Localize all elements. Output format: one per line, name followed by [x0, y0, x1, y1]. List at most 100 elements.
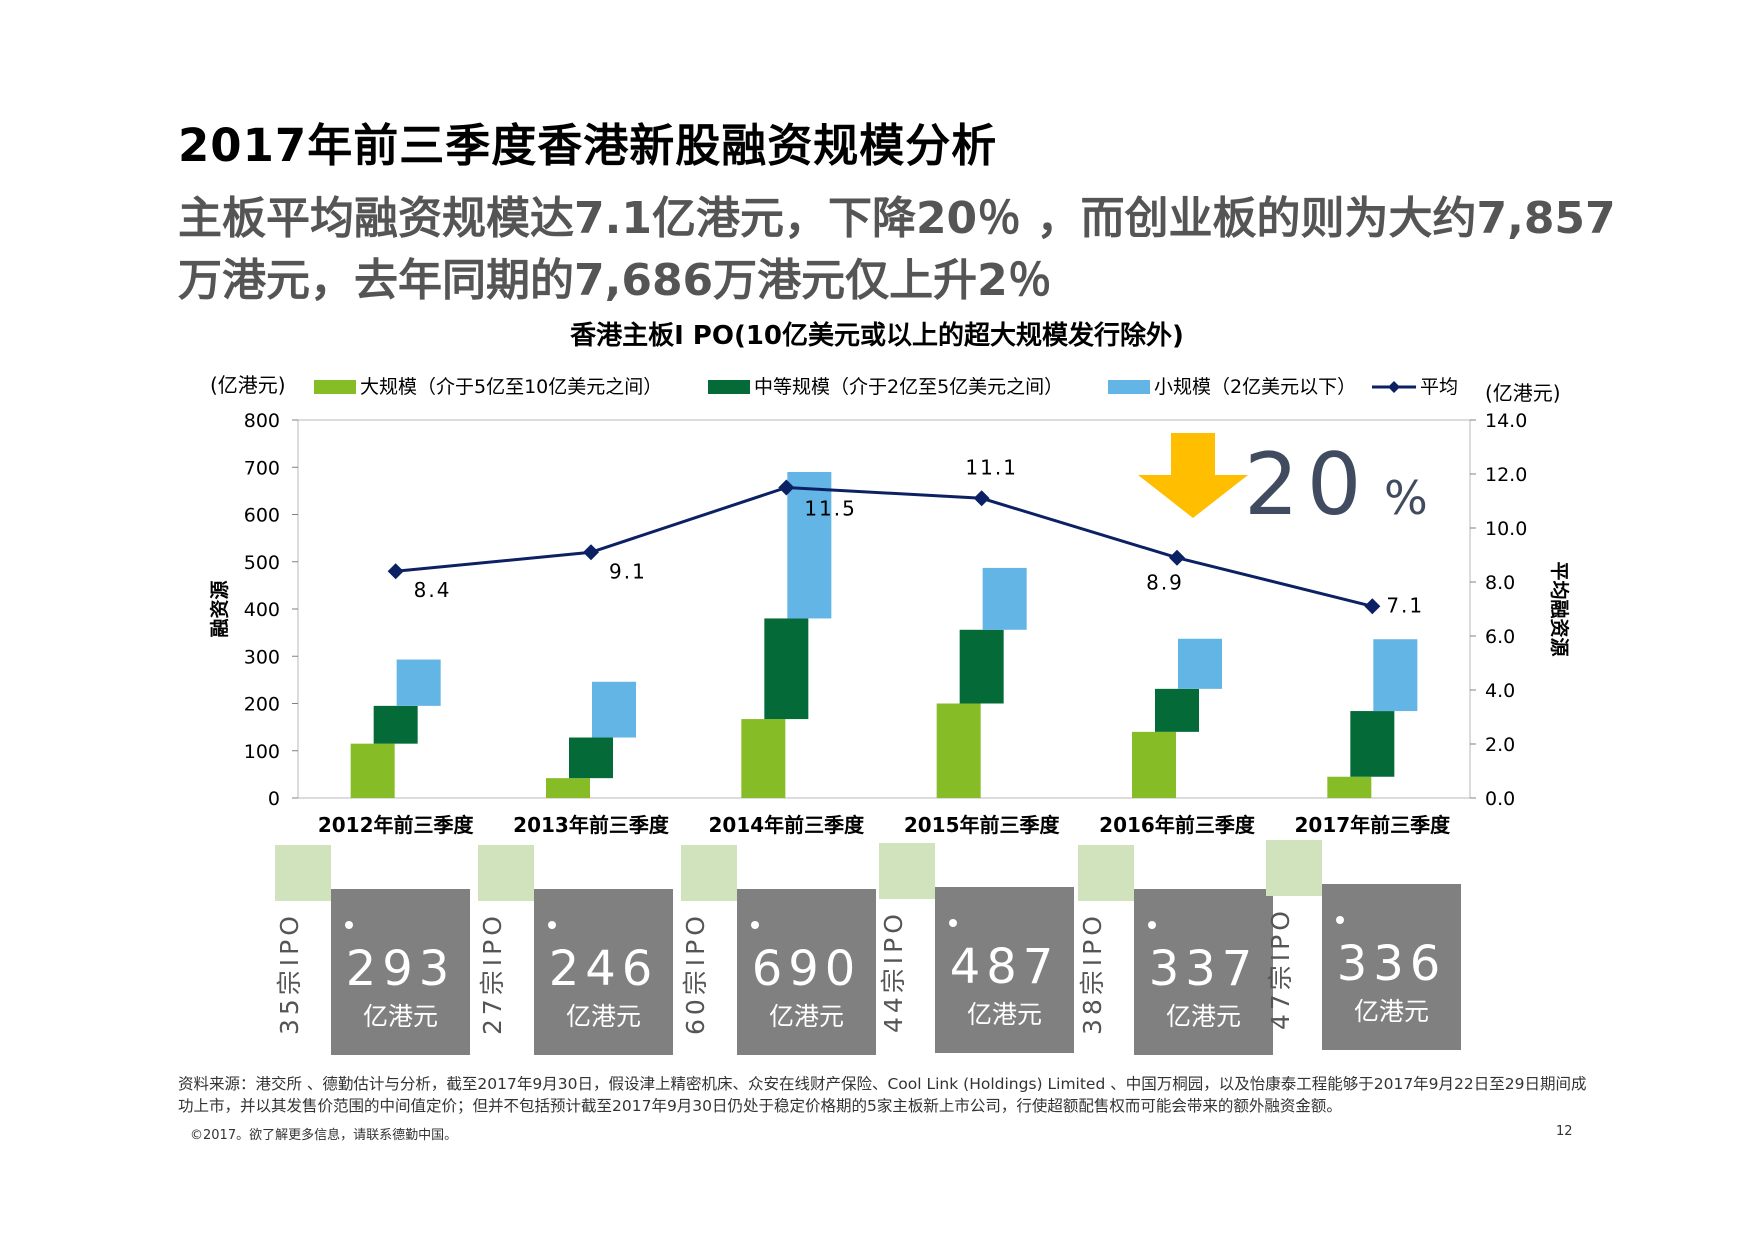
card-unit: 亿港元 — [966, 1000, 1042, 1029]
line-data-label: 8.9 — [1146, 571, 1184, 595]
x-axis-tick-label: 2014年前三季度 — [708, 813, 865, 837]
card-count: 60宗IPO — [681, 912, 710, 1035]
card-count: 47宗IPO — [1266, 907, 1295, 1030]
x-axis-tick-label: 2012年前三季度 — [318, 813, 475, 837]
right-axis-tick-label: 10.0 — [1485, 518, 1527, 540]
right-axis-tick-label: 2.0 — [1485, 734, 1515, 756]
line-data-label: 11.5 — [804, 497, 857, 521]
bar — [1327, 776, 1372, 798]
card-count: 35宗IPO — [275, 912, 304, 1035]
bullet-icon — [751, 921, 759, 929]
card-accent — [681, 845, 737, 901]
ipo-card: 487 亿港元 44宗IPO — [879, 843, 1074, 1053]
card-panel: 246 亿港元 — [534, 889, 673, 1055]
bar — [959, 629, 1004, 704]
bullet-icon — [345, 921, 353, 929]
card-value: 337 — [1148, 941, 1259, 997]
line-point — [1364, 598, 1381, 615]
ipo-card: 246 亿港元 27宗IPO — [478, 845, 673, 1055]
left-axis-tick-label: 600 — [244, 505, 280, 527]
card-unit: 亿港元 — [1353, 997, 1429, 1026]
right-axis-tick-label: 0.0 — [1485, 788, 1515, 810]
left-axis-tick-label: 200 — [244, 694, 280, 716]
card-value: 246 — [548, 941, 659, 997]
bullet-icon — [548, 921, 556, 929]
card-panel: 293 亿港元 — [331, 889, 470, 1055]
right-axis-tick-label: 14.0 — [1485, 410, 1527, 432]
bullet-icon — [1148, 921, 1156, 929]
card-accent — [275, 845, 331, 901]
legend-line-marker — [1388, 381, 1400, 393]
bar — [787, 471, 832, 619]
card-unit: 亿港元 — [362, 1002, 438, 1031]
legend-label: 小规模（2亿美元以下） — [1154, 376, 1356, 398]
left-axis-title: 融资源 — [208, 580, 231, 637]
left-axis-tick-label: 100 — [244, 741, 280, 763]
card-unit: 亿港元 — [565, 1002, 641, 1031]
card-accent — [478, 845, 534, 901]
right-axis-tick-label: 4.0 — [1485, 680, 1515, 702]
left-axis-tick-label: 300 — [244, 646, 280, 668]
bar — [982, 567, 1027, 630]
bullet-icon — [1336, 916, 1344, 924]
left-axis-tick-label: 0 — [268, 788, 280, 810]
legend-swatch — [314, 380, 356, 394]
bar — [1178, 638, 1222, 689]
card-accent — [1266, 840, 1322, 896]
bar — [396, 659, 441, 706]
card-value: 690 — [751, 941, 862, 997]
left-axis-tick-label: 800 — [244, 410, 280, 432]
line-data-label: 7.1 — [1386, 593, 1424, 617]
average-line — [395, 485, 1373, 608]
ipo-card: 690 亿港元 60宗IPO — [681, 845, 876, 1055]
bar — [1155, 688, 1199, 732]
left-axis-tick-label: 700 — [244, 457, 280, 479]
x-axis-tick-label: 2017年前三季度 — [1294, 813, 1451, 837]
right-axis-title: 平均融资源 — [1548, 561, 1571, 656]
legend-label: 平均 — [1420, 376, 1458, 398]
bar — [546, 778, 590, 798]
line-data-label: 11.1 — [965, 455, 1018, 479]
line-point — [1169, 549, 1185, 566]
right-axis-tick-label: 8.0 — [1485, 572, 1515, 594]
bar — [350, 743, 395, 798]
card-unit: 亿港元 — [1165, 1002, 1241, 1031]
ipo-card: 336 亿港元 47宗IPO — [1266, 840, 1461, 1050]
card-value: 487 — [949, 939, 1060, 995]
bar — [1350, 711, 1395, 777]
right-axis-tick-label: 6.0 — [1485, 626, 1515, 648]
left-axis-tick-label: 400 — [244, 599, 280, 621]
card-panel: 487 亿港元 — [935, 887, 1074, 1053]
bar — [1132, 731, 1176, 798]
page-number: 12 — [1556, 1124, 1573, 1139]
line-point — [387, 563, 404, 580]
ipo-card: 337 亿港元 38宗IPO — [1078, 845, 1273, 1055]
card-value: 293 — [345, 941, 456, 997]
card-panel: 690 亿港元 — [737, 889, 876, 1055]
page-subtitle: 主板平均融资规模达7.1亿港元，下降20％ ，而创业板的则为大约7,857万港元… — [178, 193, 1616, 306]
ipo-card: 293 亿港元 35宗IPO — [275, 845, 470, 1055]
bar — [373, 705, 418, 744]
card-unit: 亿港元 — [768, 1002, 844, 1031]
card-accent — [879, 843, 935, 899]
bar — [569, 737, 613, 779]
line-point — [583, 544, 599, 561]
card-count: 44宗IPO — [879, 910, 908, 1033]
page-title: 2017年前三季度香港新股融资规模分析 — [178, 119, 998, 172]
card-count: 38宗IPO — [1078, 912, 1107, 1035]
chart-title: 香港主板I PO(10亿美元或以上的超大规模发行除外) — [570, 321, 1184, 351]
line-data-label: 9.1 — [609, 559, 647, 583]
bar — [1373, 639, 1418, 712]
decline-percent: 20 — [1244, 435, 1369, 535]
left-axis-unit: (亿港元) — [210, 373, 286, 397]
legend-label: 中等规模（介于2亿至5亿美元之间） — [754, 376, 1063, 398]
down-arrow-icon — [1138, 433, 1248, 518]
x-axis-tick-label: 2016年前三季度 — [1099, 813, 1256, 837]
line-point — [973, 490, 990, 507]
card-count: 27宗IPO — [478, 912, 507, 1035]
right-axis-unit: (亿港元) — [1485, 381, 1561, 405]
x-axis-tick-label: 2013年前三季度 — [513, 813, 670, 837]
x-axis-tick-label: 2015年前三季度 — [904, 813, 1061, 837]
bar — [592, 681, 636, 738]
legend-swatch — [1108, 380, 1150, 394]
